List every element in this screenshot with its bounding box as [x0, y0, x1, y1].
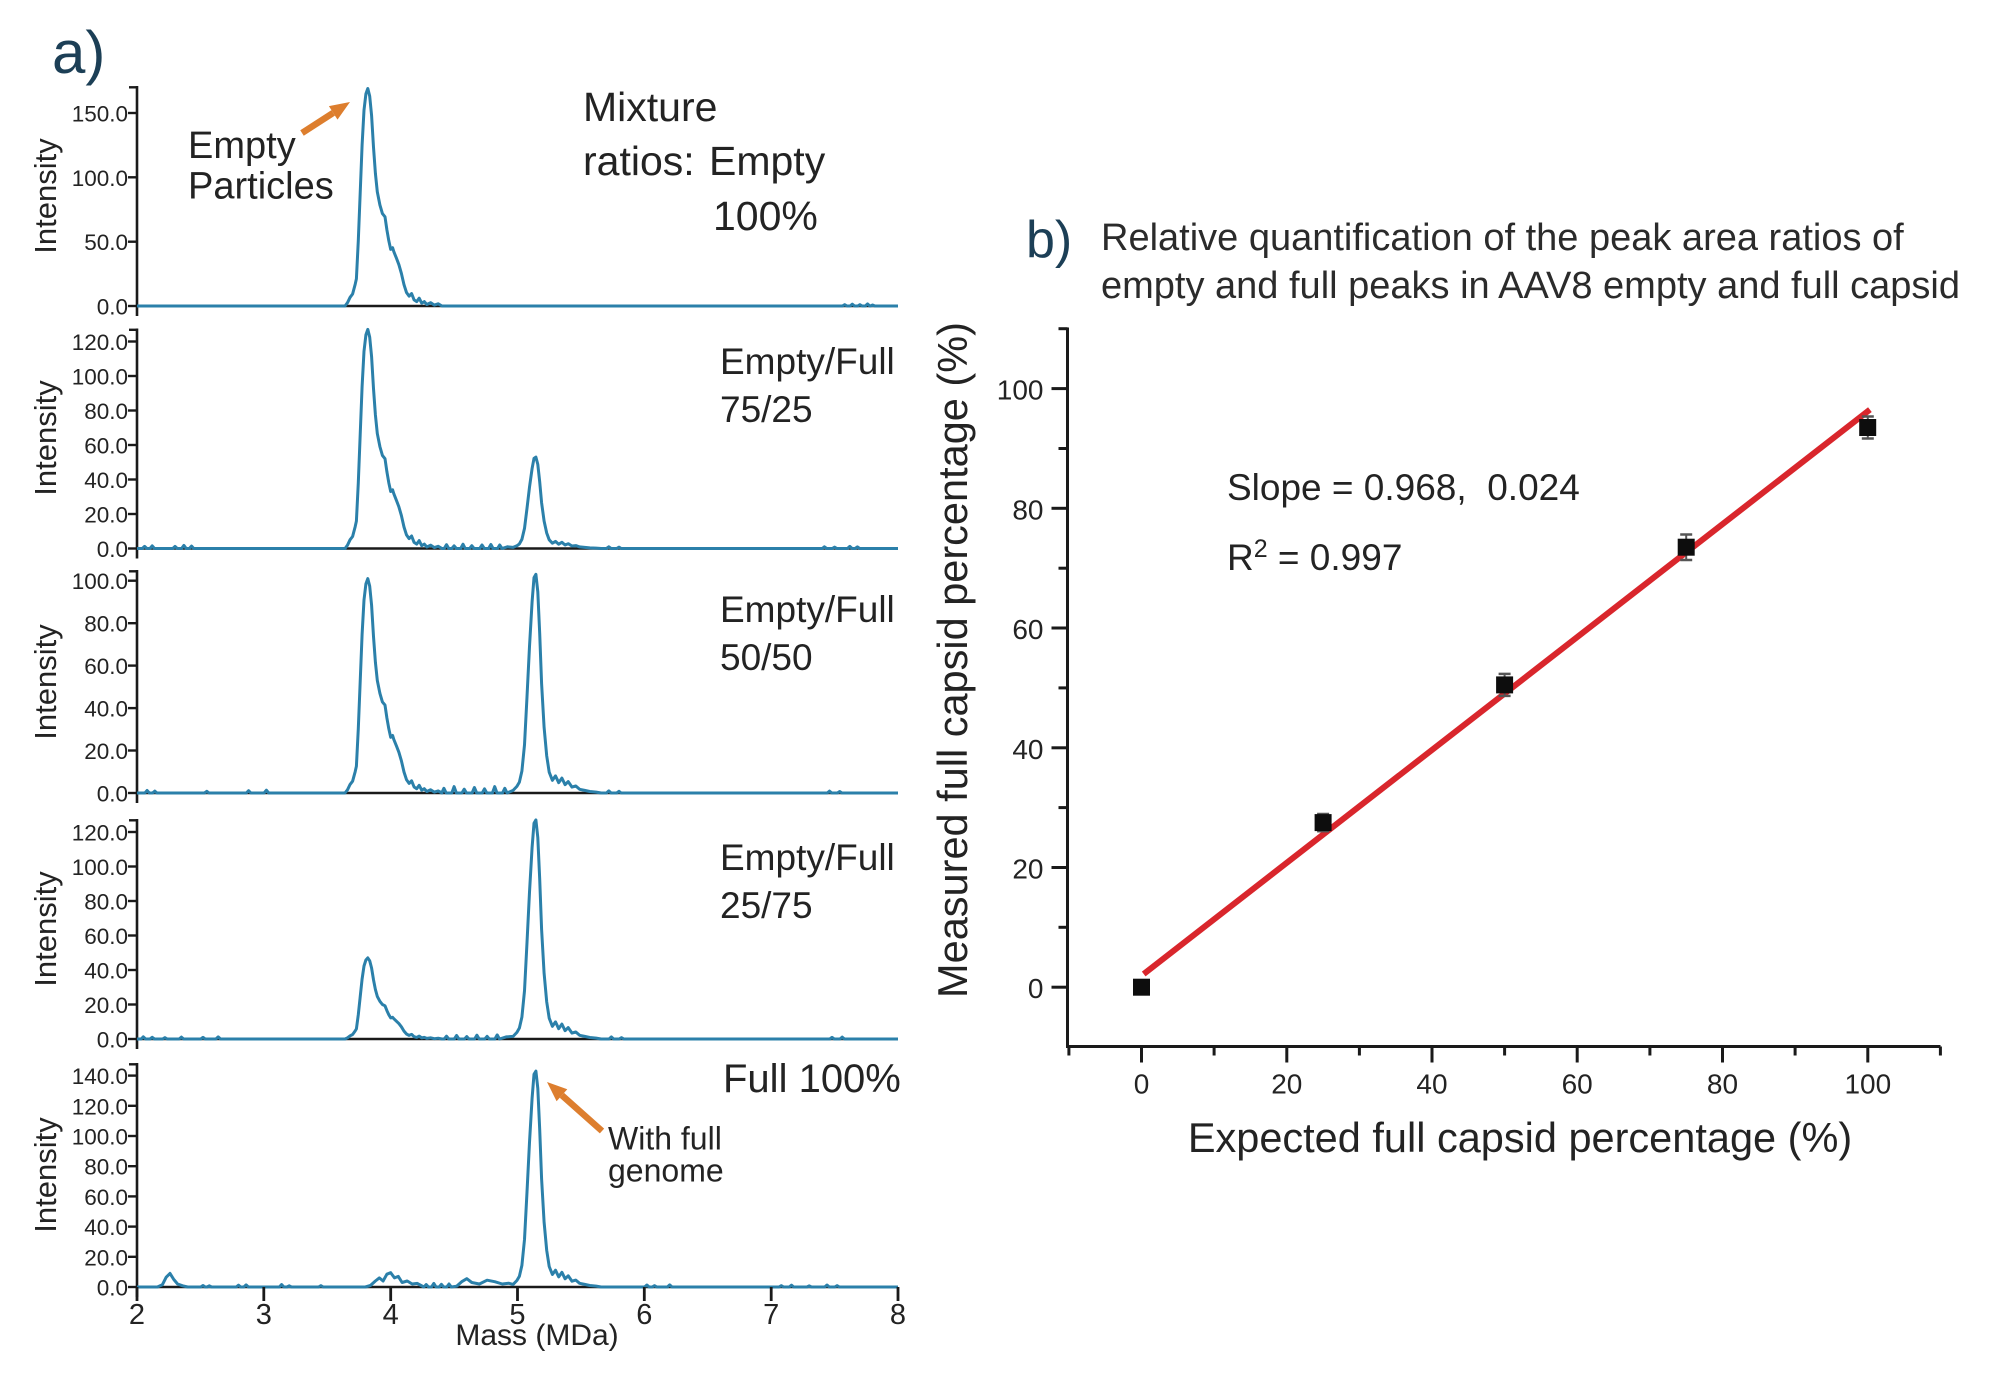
svg-text:60.0: 60.0: [84, 1185, 128, 1210]
svg-text:7: 7: [763, 1299, 779, 1331]
svg-text:150.0: 150.0: [72, 102, 128, 127]
svg-text:50/50: 50/50: [720, 637, 813, 678]
svg-text:140.0: 140.0: [72, 1064, 128, 1089]
svg-text:120.0: 120.0: [72, 821, 128, 846]
svg-text:Particles: Particles: [188, 166, 334, 208]
svg-text:100: 100: [997, 375, 1044, 406]
svg-text:Empty: Empty: [188, 125, 296, 167]
svg-text:25/75: 25/75: [720, 885, 813, 926]
svg-text:With full: With full: [608, 1121, 722, 1157]
svg-text:Expected full capsid percentag: Expected full capsid percentage (%): [1188, 1114, 1852, 1161]
svg-text:120.0: 120.0: [72, 1094, 128, 1119]
svg-text:Intensity: Intensity: [28, 138, 63, 254]
svg-text:Empty/Full: Empty/Full: [720, 589, 895, 630]
svg-text:4: 4: [383, 1299, 399, 1331]
svg-text:60: 60: [1012, 614, 1043, 645]
svg-text:Measured full capsid percentag: Measured full capsid percentage (%): [929, 322, 976, 998]
svg-text:0: 0: [1134, 1069, 1150, 1100]
svg-text:Intensity: Intensity: [28, 624, 63, 740]
svg-text:40.0: 40.0: [84, 468, 128, 493]
svg-text:100.0: 100.0: [72, 166, 128, 191]
svg-text:80.0: 80.0: [84, 399, 128, 424]
svg-text:100.0: 100.0: [72, 365, 128, 390]
svg-text:40: 40: [1416, 1069, 1447, 1100]
svg-text:20: 20: [1012, 854, 1043, 885]
svg-text:100.0: 100.0: [72, 855, 128, 880]
svg-text:20.0: 20.0: [84, 993, 128, 1018]
svg-text:60: 60: [1562, 1069, 1593, 1100]
svg-text:80.0: 80.0: [84, 890, 128, 915]
svg-text:Full 100%: Full 100%: [723, 1057, 901, 1101]
svg-text:80.0: 80.0: [84, 1155, 128, 1180]
svg-text:40.0: 40.0: [84, 1215, 128, 1240]
svg-text:120.0: 120.0: [72, 330, 128, 355]
svg-text:40: 40: [1012, 734, 1043, 765]
svg-text:3: 3: [256, 1299, 272, 1331]
svg-text:genome: genome: [608, 1153, 724, 1189]
svg-text:40.0: 40.0: [84, 959, 128, 984]
svg-text:100: 100: [1844, 1069, 1891, 1100]
svg-text:100.0: 100.0: [72, 569, 128, 594]
svg-text:50.0: 50.0: [84, 230, 128, 255]
svg-text:2: 2: [129, 1299, 145, 1331]
svg-text:60.0: 60.0: [84, 434, 128, 459]
svg-text:80.0: 80.0: [84, 612, 128, 637]
svg-text:Mass (MDa): Mass (MDa): [455, 1319, 618, 1352]
svg-text:60.0: 60.0: [84, 654, 128, 679]
svg-text:0.0: 0.0: [97, 1276, 128, 1301]
svg-text:Mixture: Mixture: [583, 84, 717, 130]
svg-text:6: 6: [636, 1299, 652, 1331]
svg-text:Empty/Full: Empty/Full: [720, 341, 895, 382]
svg-text:0.0: 0.0: [97, 537, 128, 562]
svg-text:20: 20: [1271, 1069, 1302, 1100]
svg-text:0.0: 0.0: [97, 295, 128, 320]
svg-text:60.0: 60.0: [84, 924, 128, 949]
svg-text:b): b): [1026, 211, 1072, 269]
svg-text:40.0: 40.0: [84, 697, 128, 722]
svg-text:80: 80: [1012, 494, 1043, 525]
svg-text:a): a): [52, 19, 105, 86]
svg-text:Empty/Full: Empty/Full: [720, 837, 895, 878]
svg-text:20.0: 20.0: [84, 739, 128, 764]
svg-text:0.0: 0.0: [97, 782, 128, 807]
svg-text:Relative quantification of the: Relative quantification of the peak area…: [1101, 217, 1904, 259]
svg-text:Intensity: Intensity: [28, 380, 63, 496]
svg-text:Intensity: Intensity: [28, 871, 63, 987]
svg-text:empty and full peaks in AAV8 e: empty and full peaks in AAV8 empty and f…: [1101, 265, 1960, 307]
svg-text:100.0: 100.0: [72, 1125, 128, 1150]
svg-text:Empty: Empty: [709, 138, 826, 184]
svg-text:Intensity: Intensity: [28, 1117, 63, 1233]
svg-text:5: 5: [509, 1299, 525, 1331]
svg-text:Slope = 0.968, 0.024: Slope = 0.968, 0.024: [1227, 467, 1580, 508]
svg-text:20.0: 20.0: [84, 1245, 128, 1270]
svg-text:20.0: 20.0: [84, 503, 128, 528]
svg-text:100%: 100%: [713, 193, 818, 239]
svg-text:75/25: 75/25: [720, 389, 813, 430]
svg-text:ratios:: ratios:: [583, 138, 695, 184]
svg-text:R2 = 0.997: R2 = 0.997: [1227, 535, 1402, 578]
svg-text:0.0: 0.0: [97, 1028, 128, 1053]
svg-text:8: 8: [890, 1299, 906, 1331]
svg-text:80: 80: [1707, 1069, 1738, 1100]
svg-text:0: 0: [1028, 973, 1044, 1004]
